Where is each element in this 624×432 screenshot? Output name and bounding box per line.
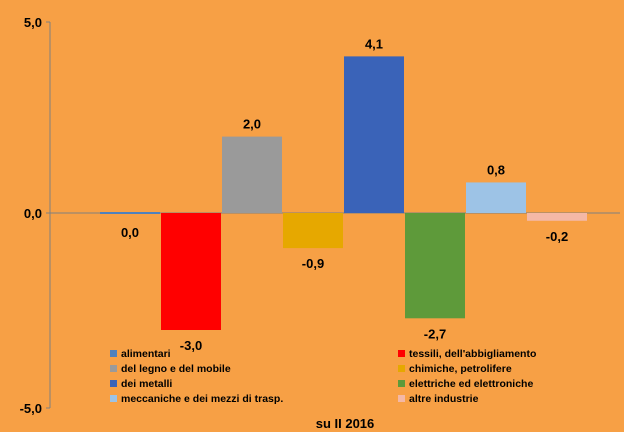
bar	[405, 213, 465, 319]
bar	[283, 213, 343, 249]
data-label: -0,9	[302, 256, 324, 271]
legend-swatch	[398, 365, 405, 372]
legend-swatch	[110, 350, 117, 357]
data-label: 4,1	[365, 36, 383, 51]
data-label: 2,0	[243, 117, 261, 132]
legend-label: del legno e del mobile	[121, 363, 231, 375]
legend-swatch	[110, 365, 117, 372]
legend-swatch	[110, 380, 117, 387]
y-tick-label: 0,0	[24, 206, 42, 221]
legend-label: dei metalli	[121, 378, 172, 390]
data-label: 0,8	[487, 162, 505, 177]
legend: alimentari tessili, dell'abbigliamento del…	[110, 348, 536, 405]
bars	[100, 56, 587, 330]
data-label: -2,7	[424, 326, 446, 341]
data-labels: 0,0 -3,0 2,0 -0,9 4,1 -2,7 0,8 -0,2	[121, 36, 568, 353]
data-label: -3,0	[180, 338, 202, 353]
legend-swatch	[110, 395, 117, 402]
legend-swatch	[398, 380, 405, 387]
legend-label: chimiche, petrolifere	[409, 363, 512, 375]
data-label: -0,2	[546, 229, 568, 244]
bar	[344, 56, 404, 213]
bar	[527, 213, 587, 221]
bar	[222, 136, 282, 213]
legend-swatch	[398, 395, 405, 402]
legend-label: meccaniche e dei mezzi di trasp.	[121, 393, 283, 405]
legend-swatch	[398, 350, 405, 357]
bar	[466, 182, 526, 213]
y-tick-label: -5,0	[20, 401, 42, 416]
data-label: 0,0	[121, 225, 139, 240]
bar	[161, 213, 221, 330]
legend-label: elettriche ed elettroniche	[409, 378, 533, 390]
legend-label: tessili, dell'abbigliamento	[409, 348, 536, 360]
bar	[100, 212, 160, 214]
legend-label: alimentari	[121, 348, 171, 360]
y-tick-label: 5,0	[24, 15, 42, 30]
legend-label: altre industrie	[409, 393, 479, 405]
x-axis-label: su II 2016	[316, 416, 375, 431]
